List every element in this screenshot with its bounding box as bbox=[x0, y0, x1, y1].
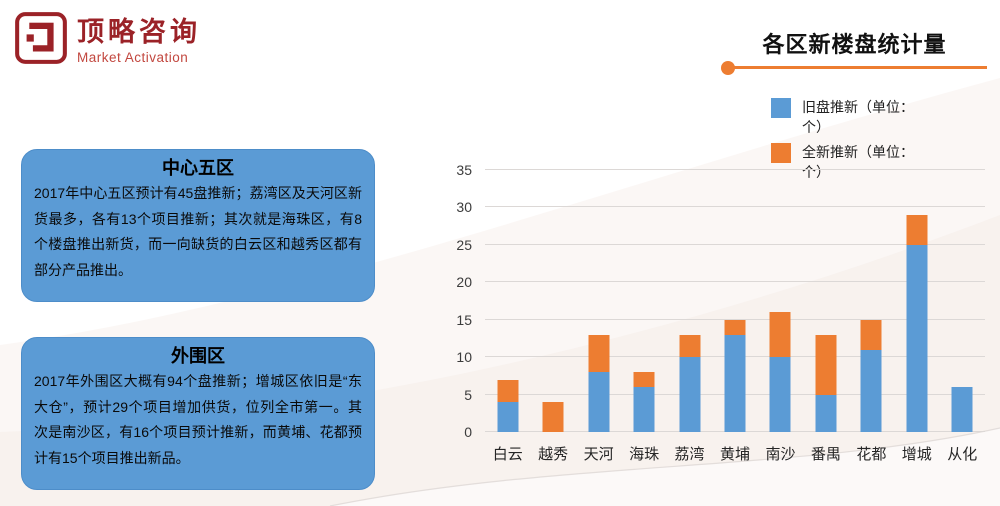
bar-segment bbox=[679, 334, 701, 358]
company-logo: 顶略咨询 Market Activation bbox=[14, 10, 201, 65]
legend-item: 全新推新（单位：个） bbox=[771, 142, 930, 182]
bar-segment bbox=[588, 372, 610, 432]
y-axis-tick-label: 5 bbox=[464, 386, 472, 403]
callout-body: 2017年外围区大概有94个盘推新；增城区依旧是“东大仓”，预计29个项目增加供… bbox=[34, 373, 362, 466]
x-axis-tick-label: 白云 bbox=[492, 446, 523, 463]
company-logo-text: 顶略咨询 Market Activation bbox=[77, 10, 201, 65]
legend-label: 旧盘推新（单位：个） bbox=[802, 99, 914, 135]
bar-segment bbox=[769, 312, 791, 358]
bar-segment bbox=[633, 372, 655, 388]
callout-body: 2017年中心五区预计有45盘推新；荔湾区及天河区新货最多，各有13个项目推新；… bbox=[34, 185, 362, 278]
bar-segment bbox=[588, 334, 610, 373]
bar-越秀 bbox=[542, 170, 564, 432]
x-axis-tick-label: 花都 bbox=[856, 446, 887, 463]
company-logo-icon bbox=[15, 11, 67, 64]
bar-segment bbox=[769, 357, 791, 432]
bar-白云 bbox=[497, 170, 519, 432]
bar-segment bbox=[815, 334, 837, 395]
y-axis-tick-label: 25 bbox=[456, 236, 472, 253]
bar-从化 bbox=[951, 170, 973, 432]
y-axis-tick-label: 20 bbox=[456, 274, 472, 291]
logo-subtitle: Market Activation bbox=[77, 50, 189, 65]
y-axis-tick-label: 15 bbox=[456, 311, 472, 328]
x-axis-tick-label: 越秀 bbox=[538, 446, 569, 463]
callout-title: 外围区 bbox=[171, 346, 225, 366]
y-axis-tick-label: 0 bbox=[464, 424, 472, 440]
gridline bbox=[485, 243, 985, 245]
y-axis-tick-label: 10 bbox=[456, 349, 472, 366]
bar-segment bbox=[633, 387, 655, 432]
x-axis-tick-label: 天河 bbox=[583, 446, 614, 463]
page-title: 各区新楼盘统计量 bbox=[762, 32, 947, 57]
gridline bbox=[485, 281, 985, 283]
logo-title: 顶略咨询 bbox=[77, 17, 201, 47]
bar-天河 bbox=[588, 170, 610, 432]
x-axis-tick-label: 增城 bbox=[901, 446, 932, 463]
x-axis-tick-label: 从化 bbox=[947, 446, 978, 463]
callout-outer-districts: 外围区 2017年外围区大概有94个盘推新；增城区依旧是“东大仓”，预计29个项… bbox=[21, 337, 375, 490]
bar-番禺 bbox=[815, 170, 837, 432]
gridline bbox=[485, 206, 985, 208]
bar-segment bbox=[497, 402, 519, 432]
callout-central-districts: 中心五区 2017年中心五区预计有45盘推新；荔湾区及天河区新货最多，各有13个… bbox=[21, 149, 375, 302]
bar-南沙 bbox=[769, 170, 791, 432]
legend-swatch bbox=[771, 143, 791, 163]
legend-label: 全新推新（单位：个） bbox=[802, 144, 914, 180]
x-axis-tick-label: 海珠 bbox=[629, 446, 660, 463]
bar-segment bbox=[542, 402, 564, 432]
bar-segment bbox=[951, 387, 973, 432]
bar-荔湾 bbox=[679, 170, 701, 432]
bar-segment bbox=[724, 334, 746, 432]
y-axis-tick-label: 35 bbox=[456, 162, 472, 178]
x-axis-tick-label: 番禺 bbox=[810, 446, 841, 463]
stacked-bar-chart: 0 5 10 15 20 25 30 35 白云 越秀 天河 海珠 荔湾 黄埔 南沙 番禺 花都 增城 从化 bbox=[456, 162, 985, 463]
bar-segment bbox=[906, 214, 928, 245]
bar-segment bbox=[860, 349, 882, 432]
gridline bbox=[485, 169, 985, 170]
bar-segment bbox=[860, 319, 882, 350]
gridline bbox=[485, 318, 985, 320]
bar-花都 bbox=[860, 170, 882, 432]
title-underline bbox=[721, 60, 987, 75]
bar-segment bbox=[815, 394, 837, 432]
bar-segment bbox=[679, 357, 701, 432]
bar-黄埔 bbox=[724, 170, 746, 432]
title-accent-dot bbox=[721, 60, 735, 75]
x-axis-tick-label: 南沙 bbox=[765, 446, 796, 463]
x-axis-tick-label: 黄埔 bbox=[719, 446, 751, 463]
bar-增城 bbox=[906, 170, 928, 432]
bar-segment bbox=[497, 379, 519, 403]
bar-segment bbox=[724, 319, 746, 335]
bar-海珠 bbox=[633, 170, 655, 432]
legend-item: 旧盘推新（单位：个） bbox=[771, 97, 930, 137]
title-block: 各区新楼盘统计量 bbox=[721, 27, 987, 75]
x-axis-tick-label: 荔湾 bbox=[674, 446, 705, 463]
y-axis-tick-label: 30 bbox=[456, 199, 472, 216]
callout-title: 中心五区 bbox=[162, 158, 234, 178]
chart-legend: 旧盘推新（单位：个） 全新推新（单位：个） bbox=[771, 97, 930, 182]
bar-segment bbox=[906, 244, 928, 432]
legend-swatch bbox=[771, 98, 791, 118]
